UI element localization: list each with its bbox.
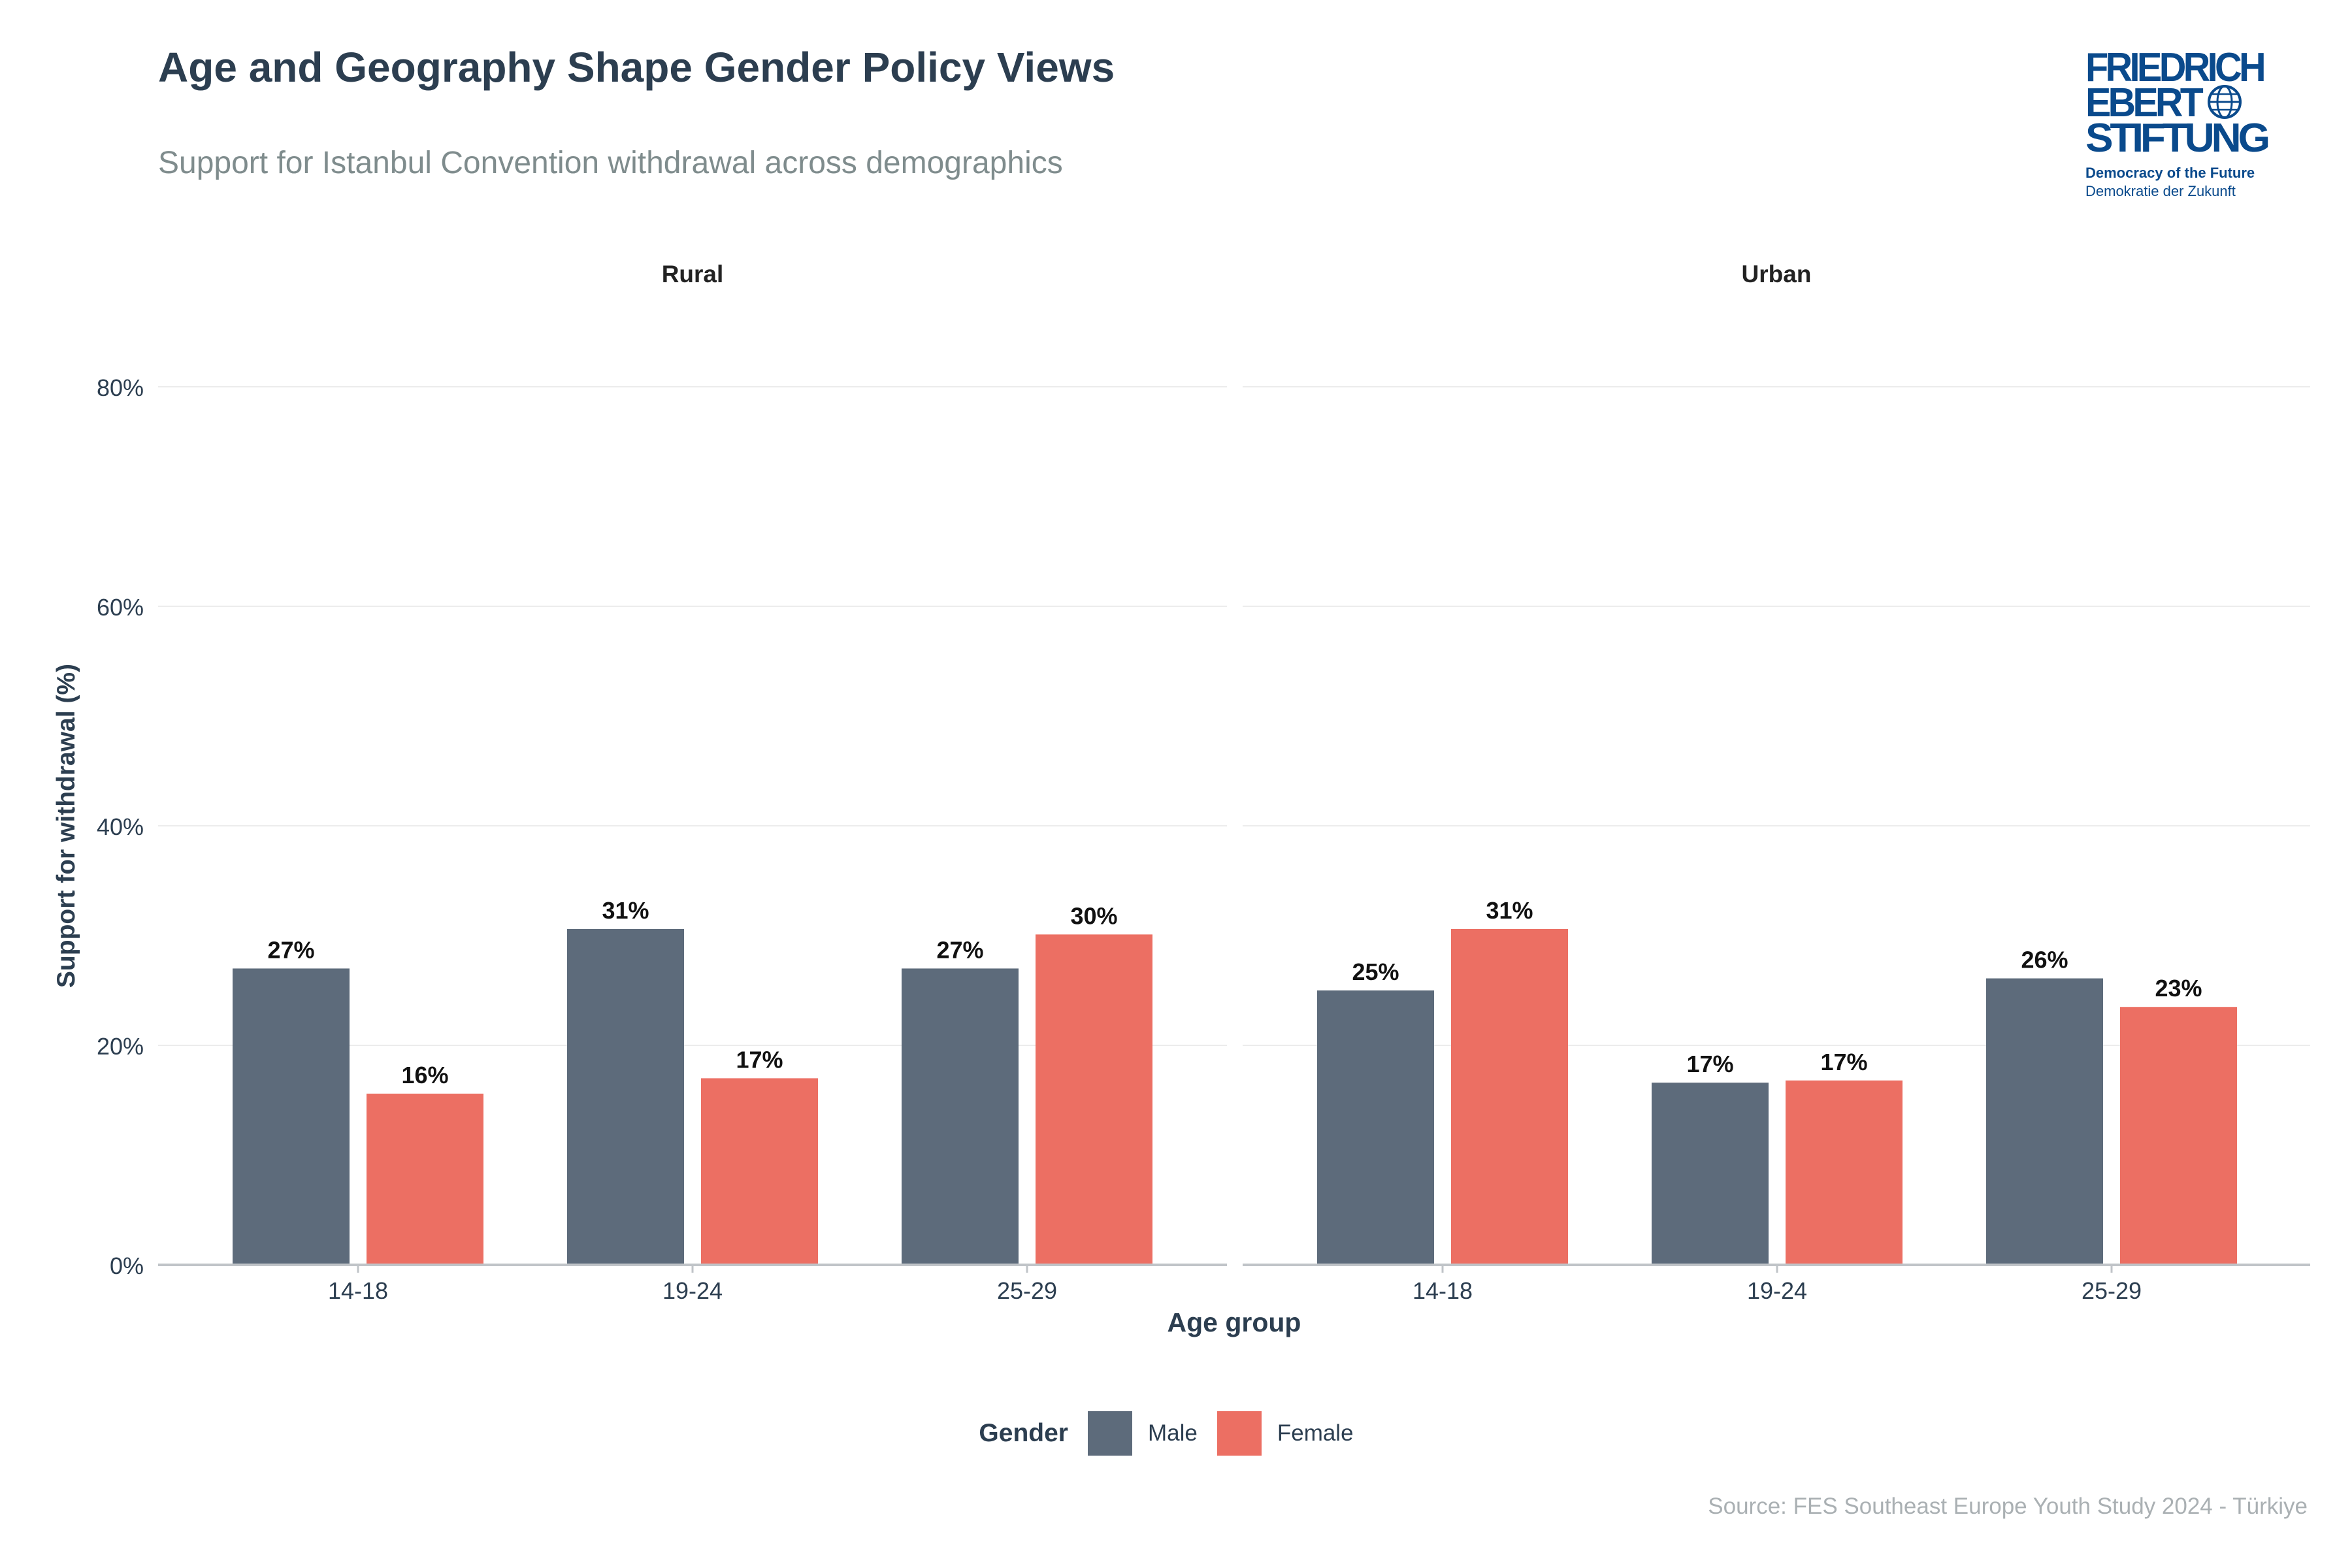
data-label: 26% bbox=[2021, 947, 2068, 973]
y-tick-label: 60% bbox=[97, 594, 144, 621]
y-tick-label: 20% bbox=[97, 1033, 144, 1060]
logo-tagline-1: Democracy of the Future bbox=[2085, 165, 2255, 181]
facet-title-rural: Rural bbox=[662, 261, 724, 287]
data-label: 16% bbox=[401, 1062, 448, 1088]
bar-urban-male-14-18 bbox=[1317, 990, 1434, 1265]
legend-item-female: Female bbox=[1217, 1411, 1354, 1456]
legend: Gender Male Female bbox=[0, 1410, 2352, 1457]
legend-swatch-female bbox=[1217, 1411, 1262, 1456]
facet-title-urban: Urban bbox=[1742, 261, 1812, 287]
bar-rural-female-25-29 bbox=[1036, 934, 1152, 1265]
y-axis-title: Support for withdrawal (%) bbox=[52, 664, 80, 988]
x-tick-label: 14-18 bbox=[328, 1277, 388, 1304]
bar-urban-male-25-29 bbox=[1986, 978, 2103, 1265]
x-tick-label: 19-24 bbox=[1747, 1277, 1807, 1304]
logo-line-1: FRIEDRICH bbox=[2085, 45, 2264, 90]
logo-line-2: EBERT bbox=[2085, 80, 2204, 125]
chart-subtitle: Support for Istanbul Convention withdraw… bbox=[158, 146, 1063, 180]
bar-urban-female-14-18 bbox=[1451, 928, 1568, 1265]
data-label: 23% bbox=[2155, 975, 2202, 1002]
data-label: 17% bbox=[1820, 1049, 1867, 1075]
bar-urban-female-25-29 bbox=[2120, 1007, 2237, 1265]
x-tick-label: 19-24 bbox=[662, 1277, 723, 1304]
bar-rural-female-14-18 bbox=[367, 1093, 483, 1265]
data-label: 17% bbox=[736, 1046, 783, 1073]
bar-urban-female-19-24 bbox=[1786, 1080, 1903, 1265]
data-label: 27% bbox=[936, 936, 983, 963]
data-label: 27% bbox=[267, 936, 314, 963]
bar-rural-male-19-24 bbox=[567, 928, 684, 1265]
fes-logo: FRIEDRICH EBERT STIFTUNG Democracy of th… bbox=[2085, 45, 2272, 199]
y-tick-label: 40% bbox=[97, 813, 144, 840]
y-tick-label: 80% bbox=[97, 374, 144, 401]
bar-rural-male-14-18 bbox=[233, 968, 350, 1265]
x-tick-label: 25-29 bbox=[2082, 1277, 2142, 1304]
x-tick-label: 14-18 bbox=[1413, 1277, 1473, 1304]
legend-title: Gender bbox=[979, 1419, 1068, 1447]
bar-rural-female-19-24 bbox=[701, 1078, 818, 1265]
data-label: 17% bbox=[1686, 1051, 1733, 1077]
data-label: 31% bbox=[1486, 897, 1533, 924]
y-tick-label: 0% bbox=[110, 1252, 144, 1279]
x-tick-label: 25-29 bbox=[997, 1277, 1057, 1304]
bar-urban-male-19-24 bbox=[1652, 1083, 1769, 1265]
logo-tagline-2: Demokratie der Zukunft bbox=[2085, 183, 2236, 199]
bar-chart: Support for withdrawal (%) 0% 20% 40% 60% 80%… bbox=[52, 261, 2310, 1337]
data-label: 25% bbox=[1352, 958, 1399, 985]
chart-title: Age and Geography Shape Gender Policy Vi… bbox=[158, 44, 1115, 91]
data-label: 31% bbox=[602, 897, 649, 924]
x-axis-title: Age group bbox=[1168, 1307, 1301, 1337]
legend-label-male: Male bbox=[1147, 1420, 1198, 1446]
bar-rural-male-25-29 bbox=[902, 968, 1019, 1265]
source-note: Source: FES Southeast Europe Youth Study… bbox=[1708, 1494, 2308, 1519]
legend-swatch-male bbox=[1087, 1411, 1132, 1456]
legend-item-male: Male bbox=[1087, 1411, 1198, 1456]
globe-icon bbox=[2208, 85, 2242, 119]
logo-line-3: STIFTUNG bbox=[2085, 116, 2268, 161]
data-label: 30% bbox=[1070, 902, 1117, 929]
legend-label-female: Female bbox=[1277, 1420, 1354, 1446]
